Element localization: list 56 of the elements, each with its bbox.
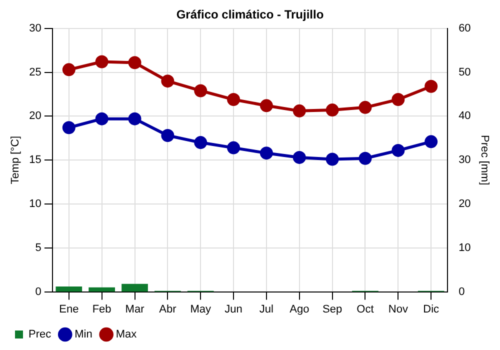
point	[62, 121, 76, 134]
y2-tick-label: 20	[458, 198, 471, 210]
y2-tick-label: 50	[458, 66, 471, 78]
point	[358, 152, 372, 165]
point	[424, 135, 438, 148]
x-tick-label: Mar	[125, 303, 145, 316]
point	[62, 63, 76, 76]
x-tick-label: Ene	[59, 303, 79, 316]
legend-label: Max	[116, 328, 138, 341]
x-tick-label: Dic	[423, 303, 440, 316]
point	[161, 74, 174, 88]
x-tick-label: May	[190, 303, 212, 316]
y2-tick-label: 40	[458, 110, 471, 122]
y2-tick-label: 0	[458, 286, 465, 298]
y2-tick-label: 10	[458, 242, 471, 254]
x-tick-label: Ago	[290, 303, 310, 316]
legend-label: Min	[74, 328, 92, 341]
point	[194, 84, 208, 98]
point	[95, 55, 108, 68]
chart-title: Gráfico climático - Trujillo	[176, 8, 324, 22]
y-tick-label: 0	[35, 286, 42, 298]
y-tick-label: 20	[29, 110, 42, 122]
y2-tick-label: 30	[458, 154, 471, 166]
legend-label: Prec	[28, 328, 52, 341]
point	[95, 112, 108, 126]
point	[424, 80, 438, 93]
point	[161, 129, 174, 142]
y2-tick-label: 60	[458, 22, 471, 34]
point	[392, 144, 405, 157]
x-tick-label: Oct	[356, 303, 374, 316]
point	[292, 150, 306, 164]
y-tick-label: 30	[29, 22, 42, 34]
x-tick-label: Sep	[322, 303, 342, 316]
point	[227, 93, 240, 106]
y-tick-label: 15	[29, 154, 42, 166]
x-tick-label: Nov	[388, 303, 408, 316]
point	[326, 152, 339, 166]
x-tick-label: Jun	[224, 303, 242, 316]
point	[128, 112, 142, 126]
point	[392, 93, 405, 106]
point	[128, 56, 142, 70]
point	[260, 146, 273, 160]
x-tick-label: Abr	[159, 303, 177, 316]
point	[292, 104, 306, 118]
point	[358, 100, 372, 114]
point	[227, 141, 240, 154]
y-tick-label: 25	[29, 66, 42, 78]
point	[260, 99, 273, 112]
point	[194, 136, 208, 150]
y-tick-label: 5	[35, 242, 42, 254]
point	[326, 104, 339, 117]
y-axis-title: Temp [°C]	[10, 136, 22, 184]
x-tick-label: Feb	[92, 303, 112, 316]
y2-axis-title: Prec [mm]	[478, 135, 490, 186]
y-tick-label: 10	[29, 198, 42, 210]
x-tick-label: Jul	[259, 303, 274, 316]
